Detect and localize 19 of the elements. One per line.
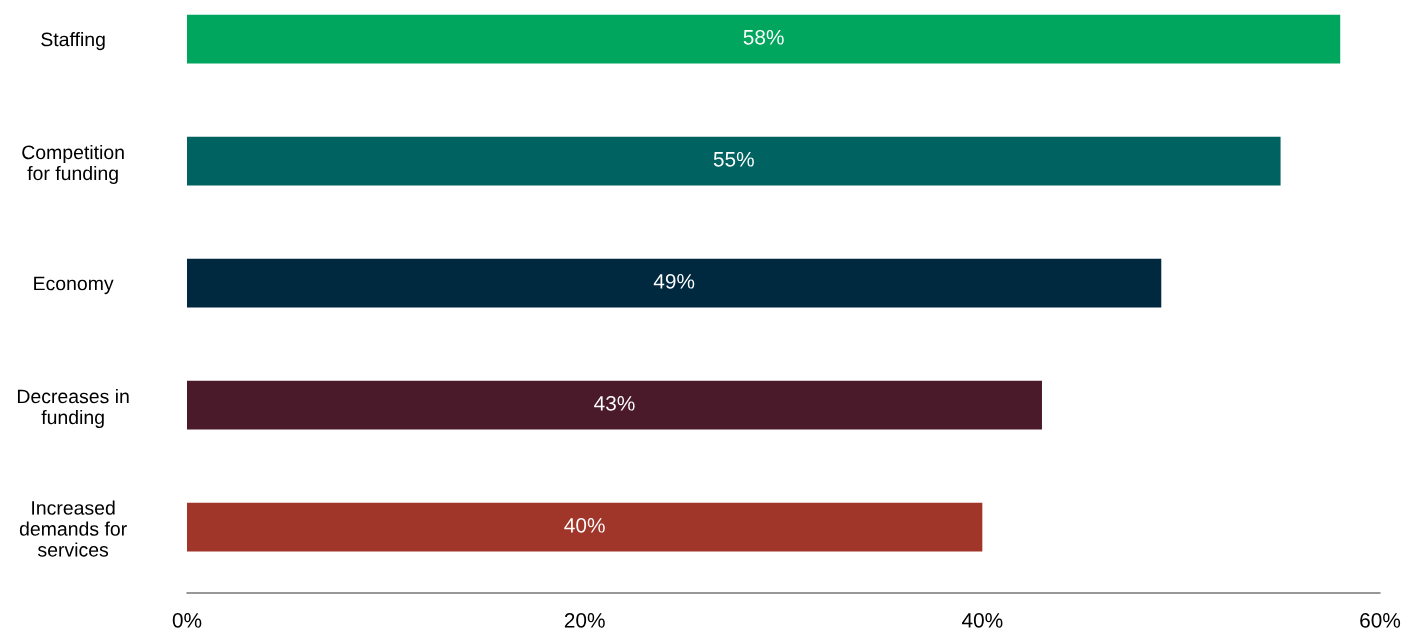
bar (187, 14, 1341, 64)
data-label: 49% (653, 273, 695, 289)
y-tick-label: Decreases in funding (17, 388, 129, 429)
data-label: 43% (594, 395, 635, 411)
y-tick-label: Increased demands for services (19, 500, 127, 557)
bar (187, 258, 1162, 308)
data-label: 55% (713, 151, 754, 167)
bar (187, 502, 983, 552)
x-tick-label: 20% (564, 612, 605, 628)
y-tick-label: Staffing (41, 32, 105, 51)
y-tick-label: Economy (34, 276, 114, 295)
data-label: 58% (743, 29, 784, 45)
x-tick-label: 0% (172, 612, 202, 628)
y-tick-label: Competition for funding (22, 144, 124, 185)
bar (187, 380, 1042, 430)
x-tick-label: 40% (961, 612, 1003, 628)
x-tick-label: 60% (1360, 612, 1401, 628)
data-label: 40% (564, 517, 605, 533)
bar (187, 136, 1281, 186)
